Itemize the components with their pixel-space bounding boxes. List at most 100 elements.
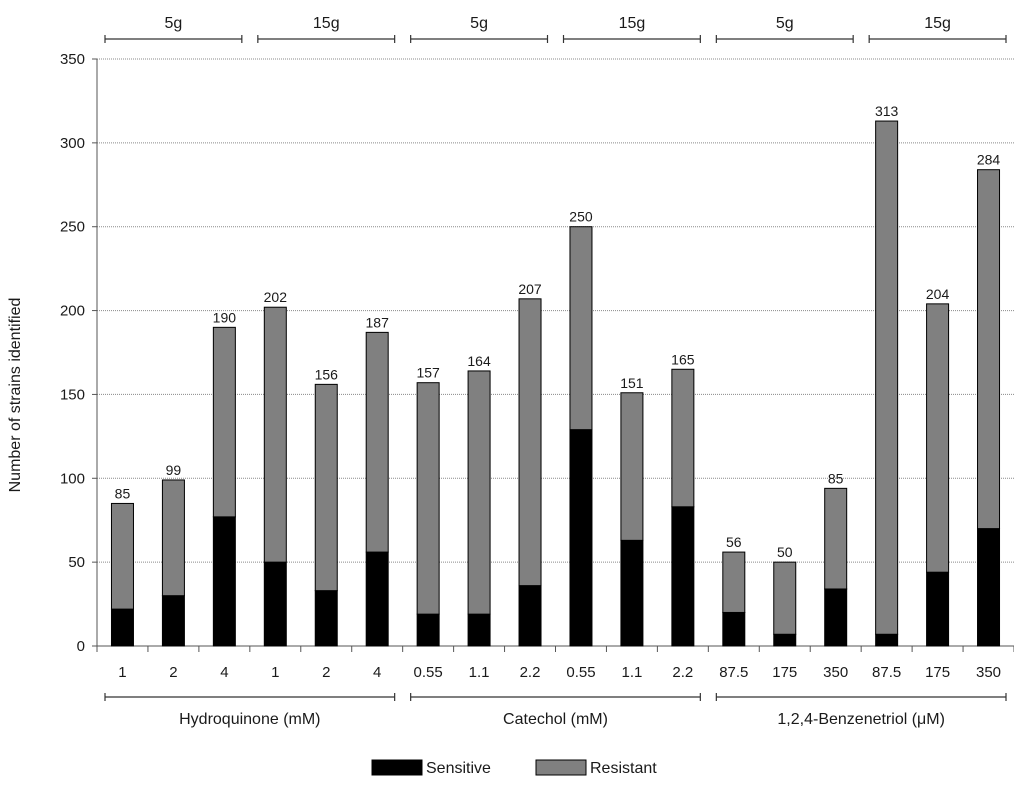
bar-sensitive [722, 611, 746, 647]
bar-total-label: 207 [518, 281, 542, 297]
legend-swatch [535, 759, 587, 776]
bar-sensitive [314, 590, 338, 647]
x-tick-label: 1.1 [469, 664, 490, 681]
bar-total-label: 151 [620, 375, 644, 391]
bottom-group-label: 1,2,4-Benzenetriol (μM) [777, 711, 945, 728]
bar-total-label: 187 [366, 314, 390, 330]
bar-resistant [977, 169, 1001, 530]
bar-resistant [518, 298, 542, 587]
x-tick-label: 175 [925, 664, 950, 681]
bottom-group-label: Catechol (mM) [503, 711, 608, 728]
y-axis-label: Number of strains identified [7, 298, 24, 493]
x-tick-label: 175 [772, 664, 797, 681]
x-tick-label: 350 [823, 664, 848, 681]
bar-total-label: 50 [777, 544, 793, 560]
bar-resistant [161, 479, 185, 597]
bar-total-label: 165 [671, 351, 695, 367]
bar-resistant [926, 303, 950, 573]
bar-sensitive [569, 429, 593, 647]
bar-sensitive [824, 588, 848, 647]
gridlines [97, 58, 1014, 563]
x-tick-label: 350 [976, 664, 1001, 681]
bar-resistant [467, 370, 491, 615]
x-tick-label: 1 [271, 664, 279, 681]
x-tick-label: 4 [373, 664, 381, 681]
bar-resistant [569, 226, 593, 431]
x-tick-label: 87.5 [872, 664, 901, 681]
bar-total-label: 85 [115, 485, 131, 501]
legend-label: Sensitive [426, 760, 491, 777]
bar-resistant [875, 120, 899, 635]
y-tick-label: 350 [60, 51, 85, 68]
bar-sensitive [977, 528, 1001, 647]
bar-resistant [824, 487, 848, 590]
bar-total-label: 85 [828, 470, 844, 486]
bar-resistant [416, 382, 440, 615]
bar-sensitive [926, 571, 950, 647]
top-group-label: 15g [924, 15, 951, 32]
bar-sensitive [416, 613, 440, 647]
top-group-label: 5g [165, 15, 183, 32]
y-tick-label: 100 [60, 470, 85, 487]
y-tick-label: 50 [68, 554, 85, 571]
bar-total-label: 204 [926, 286, 950, 302]
bar-sensitive [620, 539, 644, 647]
bar-sensitive [263, 561, 287, 647]
x-tick-label: 1 [118, 664, 126, 681]
x-tick-label: 2 [169, 664, 177, 681]
bar-resistant [365, 331, 389, 553]
bars [110, 120, 1001, 647]
bar-total-label: 156 [315, 366, 339, 382]
x-tick-label: 2.2 [520, 664, 541, 681]
group-brackets: 5g 15g 5g 15g 5g 15g Hydroquinone (mM) Catechol… [104, 15, 1007, 728]
bar-total-label: 164 [467, 353, 491, 369]
bar-resistant [314, 383, 338, 592]
bar-resistant [263, 306, 287, 563]
x-tick-label: 1.1 [621, 664, 642, 681]
bar-sensitive [212, 516, 236, 647]
bar-resistant [620, 392, 644, 541]
bar-sensitive [518, 585, 542, 647]
top-group-label: 15g [619, 15, 646, 32]
bar-total-label: 284 [977, 152, 1001, 168]
x-tick-label: 2 [322, 664, 330, 681]
bar-sensitive [110, 608, 134, 647]
top-group-label: 5g [470, 15, 488, 32]
x-tick-label: 0.55 [414, 664, 443, 681]
y-tick-label: 200 [60, 303, 85, 320]
y-tick-label: 150 [60, 386, 85, 403]
x-tick-label: 2.2 [672, 664, 693, 681]
bar-sensitive [875, 633, 899, 647]
bar-sensitive [467, 613, 491, 647]
legend-swatch [371, 759, 423, 776]
x-tick-label: 0.55 [566, 664, 595, 681]
legend: Sensitive Resistant [371, 759, 657, 777]
legend-label: Resistant [590, 760, 657, 777]
bar-resistant [671, 368, 695, 508]
total-labels: 85 99 190 202 156 187 157 164 207 250 151 165 56 50 85… [115, 103, 1001, 560]
bar-total-label: 56 [726, 534, 742, 550]
bar-resistant [773, 561, 797, 635]
bar-total-label: 202 [264, 289, 288, 305]
x-tick-label: 87.5 [719, 664, 748, 681]
bar-resistant [212, 326, 236, 518]
bar-sensitive [773, 633, 797, 647]
y-tick-label: 0 [77, 638, 85, 655]
x-tick-label: 4 [220, 664, 228, 681]
bar-total-label: 313 [875, 103, 899, 119]
y-tick-label: 250 [60, 219, 85, 236]
bar-sensitive [365, 551, 389, 647]
bar-sensitive [671, 506, 695, 647]
bar-resistant [722, 551, 746, 613]
bar-resistant [110, 502, 134, 610]
top-group-label: 5g [776, 15, 794, 32]
bar-sensitive [161, 595, 185, 647]
y-tick-label: 300 [60, 135, 85, 152]
x-axis-ticks: 1 2 4 1 2 4 0.55 1.1 2.2 0.55 1.1 2.2 87.5 175 350 87.5… [96, 646, 1014, 681]
bar-total-label: 99 [166, 462, 182, 478]
bar-total-label: 157 [416, 365, 440, 381]
bar-total-label: 250 [569, 209, 593, 225]
top-group-label: 15g [313, 15, 340, 32]
bar-total-label: 190 [213, 309, 237, 325]
